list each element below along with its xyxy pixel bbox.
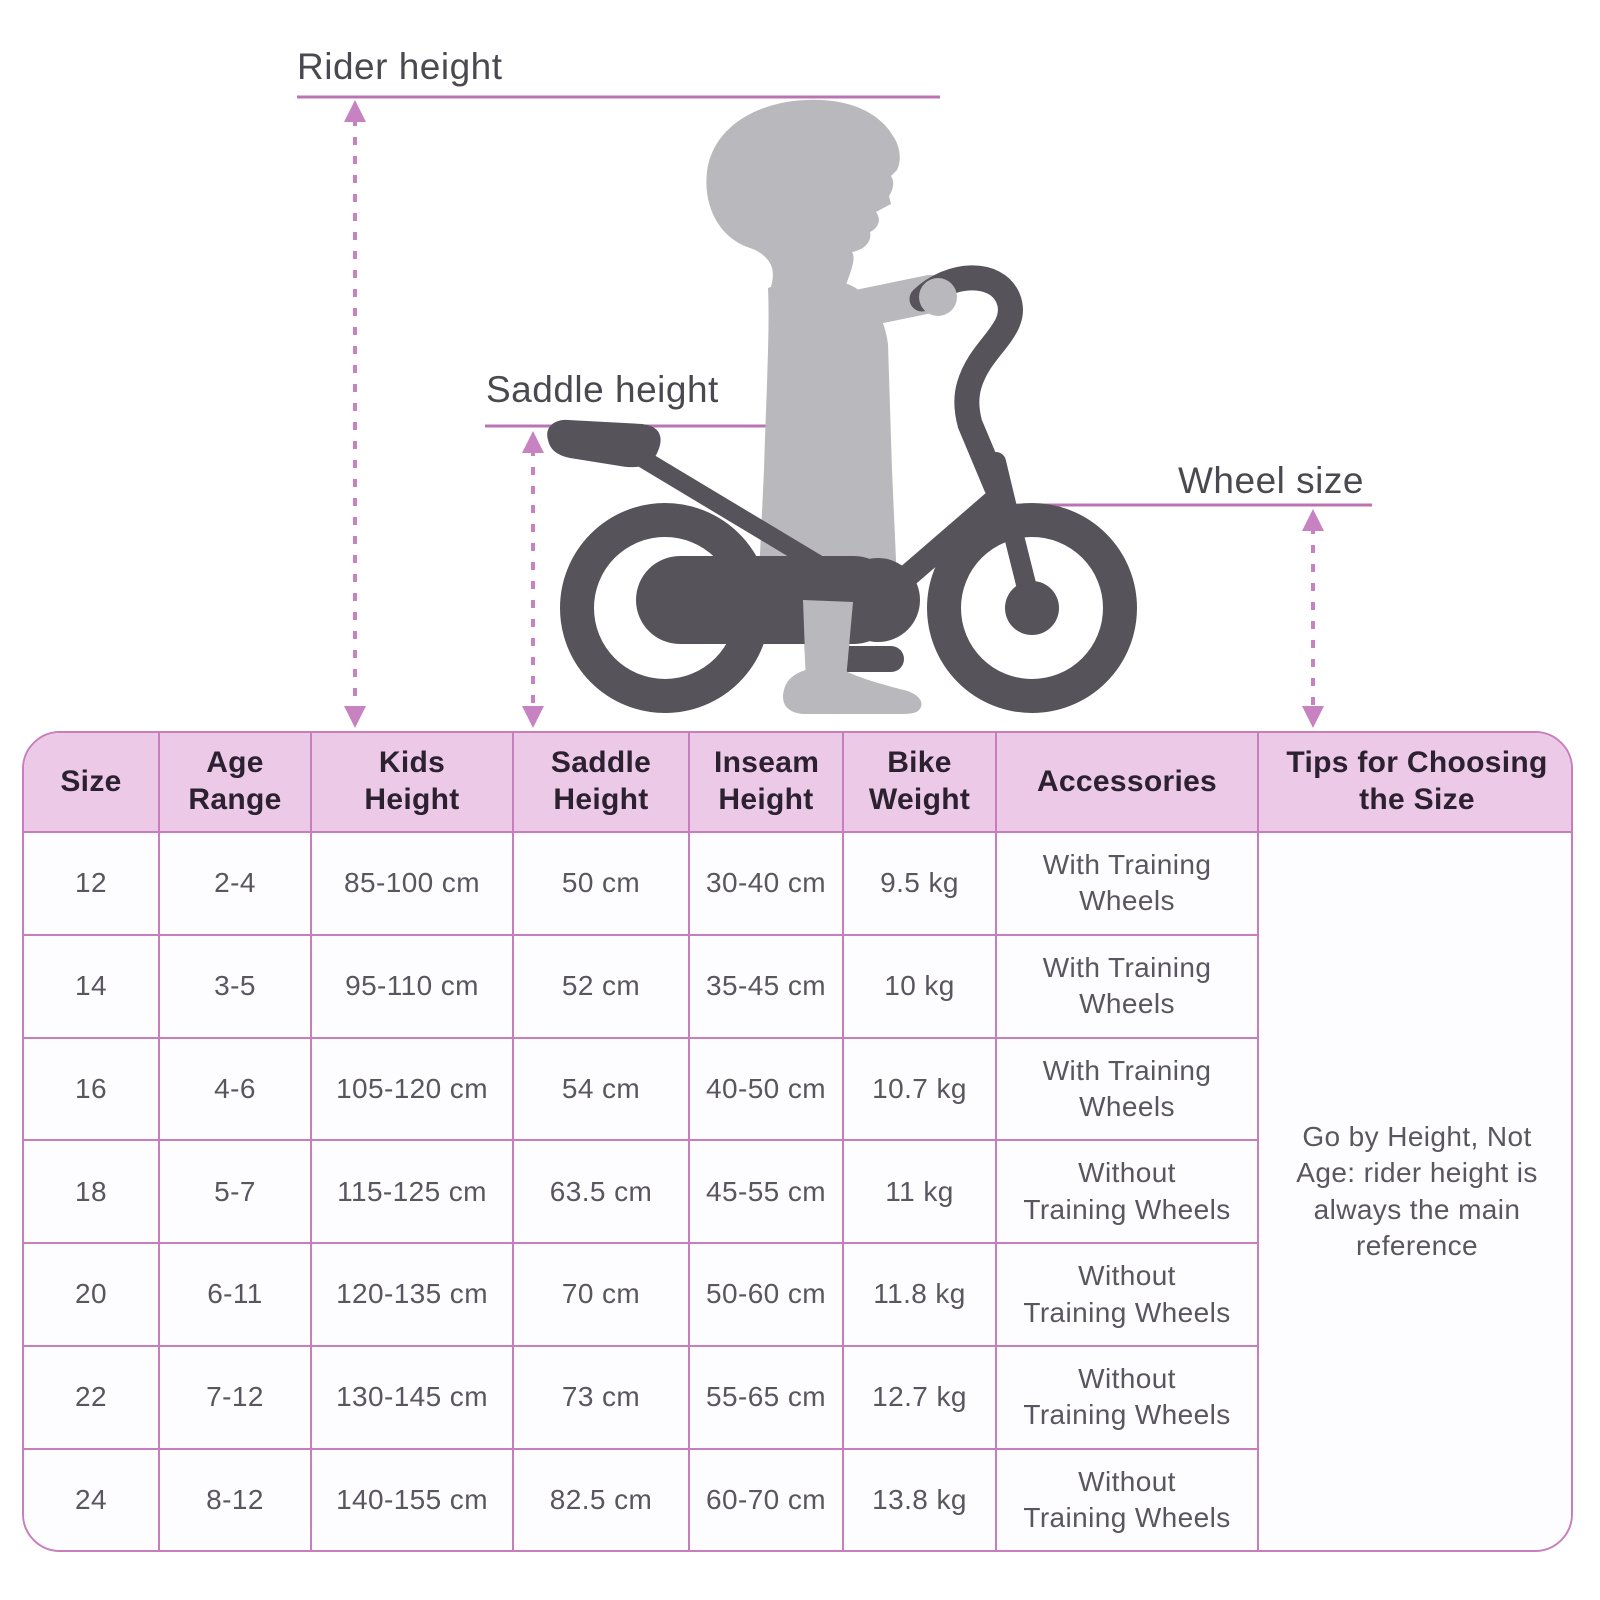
cell-accessories: Without Training Wheels — [997, 1141, 1259, 1245]
cell-saddle-height: 73 cm — [514, 1347, 690, 1450]
cell-kids-height: 120-135 cm — [312, 1244, 514, 1348]
table-row: 14 3-5 95-110 cm 52 cm 35-45 cm 10 kg With Tra… — [24, 935, 1571, 1039]
saddle-height-arrow — [522, 431, 544, 728]
cell-accessories: With Training Wheels — [997, 833, 1259, 936]
cell-age-range: 3-5 — [160, 935, 312, 1039]
cell-kids-height: 130-145 cm — [312, 1347, 514, 1450]
cell-saddle-height: 52 cm — [514, 935, 690, 1039]
cell-bike-weight: 9.5 kg — [844, 833, 997, 936]
cell-saddle-height: 63.5 cm — [514, 1141, 690, 1245]
cell-kids-height: 140-155 cm — [312, 1449, 514, 1550]
cell-inseam-height: 45-55 cm — [690, 1141, 844, 1245]
cell-size: 22 — [24, 1347, 160, 1450]
header-accessories: Accessories — [997, 733, 1259, 833]
cell-inseam-height: 40-50 cm — [690, 1038, 844, 1142]
cell-age-range: 5-7 — [160, 1141, 312, 1245]
saddle-height-label: Saddle height — [486, 369, 719, 410]
cell-bike-weight: 11 kg — [844, 1141, 997, 1245]
cell-size: 14 — [24, 935, 160, 1039]
table-row: 16 4-6 105-120 cm 54 cm 40-50 cm 10.7 kg With … — [24, 1038, 1571, 1142]
size-table-container: Size Age Range Kids Height Saddle Height… — [22, 731, 1573, 1552]
cell-inseam-height: 60-70 cm — [690, 1449, 844, 1550]
cell-size: 12 — [24, 833, 160, 936]
header-bike-weight: Bike Weight — [844, 733, 997, 833]
header-age-range: Age Range — [160, 733, 312, 833]
header-saddle-height: Saddle Height — [514, 733, 690, 833]
cell-size: 20 — [24, 1244, 160, 1348]
size-table-header: Size Age Range Kids Height Saddle Height… — [24, 733, 1571, 833]
saddle — [547, 419, 661, 468]
cell-saddle-height: 70 cm — [514, 1244, 690, 1348]
cell-size: 18 — [24, 1141, 160, 1245]
cell-saddle-height: 50 cm — [514, 833, 690, 936]
child-head — [706, 99, 900, 292]
cell-accessories: Without Training Wheels — [997, 1449, 1259, 1550]
cell-accessories: Without Training Wheels — [997, 1244, 1259, 1348]
cell-bike-weight: 11.8 kg — [844, 1244, 997, 1348]
cell-age-range: 7-12 — [160, 1347, 312, 1450]
cell-saddle-height: 54 cm — [514, 1038, 690, 1142]
cell-kids-height: 105-120 cm — [312, 1038, 514, 1142]
child-foreground — [782, 278, 957, 714]
table-row: 12 2-4 85-100 cm 50 cm 30-40 cm 9.5 kg With Tr… — [24, 833, 1571, 1550]
rider-height-arrow — [344, 100, 366, 728]
crank — [836, 558, 920, 642]
cell-kids-height: 85-100 cm — [312, 833, 514, 936]
wheel-size-label: Wheel size — [1178, 460, 1364, 501]
cell-age-range: 6-11 — [160, 1244, 312, 1348]
pedal — [830, 646, 904, 672]
cell-inseam-height: 30-40 cm — [690, 833, 844, 936]
cell-bike-weight: 10.7 kg — [844, 1038, 997, 1142]
cell-saddle-height: 82.5 cm — [514, 1449, 690, 1550]
table-row: 24 8-12 140-155 cm 82.5 cm 60-70 cm 13.8 kg Wi… — [24, 1449, 1571, 1550]
child-shoe — [782, 670, 922, 714]
cell-accessories: With Training Wheels — [997, 935, 1259, 1039]
cell-kids-height: 115-125 cm — [312, 1141, 514, 1245]
front-wheel — [927, 503, 1137, 713]
cell-age-range: 4-6 — [160, 1038, 312, 1142]
handlebar — [909, 265, 1023, 499]
header-inseam-height: Inseam Height — [690, 733, 844, 833]
header-row: Size Age Range Kids Height Saddle Height… — [24, 733, 1571, 833]
child-lower-leg — [803, 600, 853, 680]
table-row: 20 6-11 120-135 cm 70 cm 50-60 cm 11.8 kg With… — [24, 1244, 1571, 1348]
child-hand — [919, 278, 957, 316]
cell-age-range: 8-12 — [160, 1449, 312, 1550]
cell-inseam-height: 55-65 cm — [690, 1347, 844, 1450]
cell-accessories: Without Training Wheels — [997, 1347, 1259, 1450]
size-table: Size Age Range Kids Height Saddle Height… — [24, 733, 1571, 1550]
cell-bike-weight: 10 kg — [844, 935, 997, 1039]
cell-bike-weight: 12.7 kg — [844, 1347, 997, 1450]
header-tips: Tips for Choosing the Size — [1259, 733, 1571, 833]
cell-size: 16 — [24, 1038, 160, 1142]
cell-kids-height: 95-110 cm — [312, 935, 514, 1039]
table-row: 18 5-7 115-125 cm 63.5 cm 45-55 cm 11 kg Witho… — [24, 1141, 1571, 1245]
cell-size: 24 — [24, 1449, 160, 1550]
table-row: 22 7-12 130-145 cm 73 cm 55-65 cm 12.7 kg With… — [24, 1347, 1571, 1450]
rider-height-label: Rider height — [297, 46, 503, 87]
cell-age-range: 2-4 — [160, 833, 312, 936]
cell-bike-weight: 13.8 kg — [844, 1449, 997, 1550]
wheel-size-arrow — [1302, 509, 1324, 728]
tips-cell: Go by Height, Not Age: rider height is a… — [1259, 833, 1571, 1550]
child-torso — [759, 280, 897, 584]
child-and-bike-illustration — [297, 95, 1372, 728]
size-table-body: 12 2-4 85-100 cm 50 cm 30-40 cm 9.5 kg With Tr… — [24, 833, 1571, 1550]
cell-accessories: With Training Wheels — [997, 1038, 1259, 1142]
header-size: Size — [24, 733, 160, 833]
cell-inseam-height: 50-60 cm — [690, 1244, 844, 1348]
bike-fit-diagram: Rider height Saddle height Wheel size — [0, 0, 1600, 731]
cell-inseam-height: 35-45 cm — [690, 935, 844, 1039]
header-kids-height: Kids Height — [312, 733, 514, 833]
